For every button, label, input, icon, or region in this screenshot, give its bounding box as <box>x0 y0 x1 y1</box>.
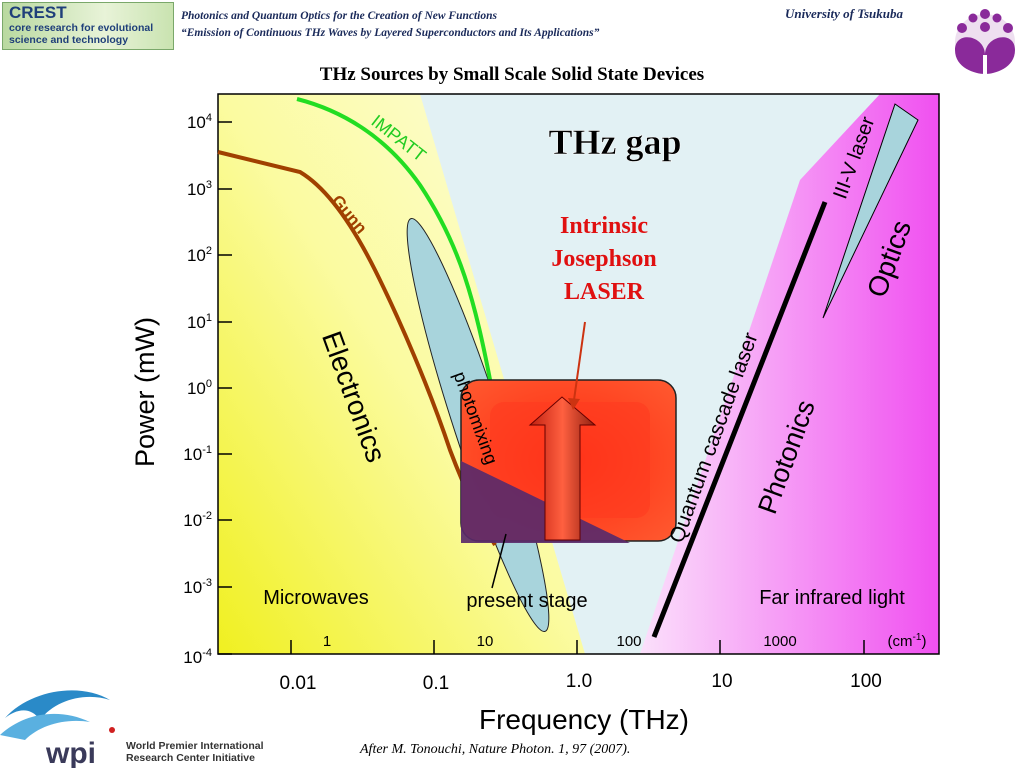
qcl-line <box>651 201 828 638</box>
crest-logo: CREST core research for evolutional scie… <box>2 2 174 50</box>
y-tick-label: 10-3 <box>183 577 212 597</box>
y-tick-label: 104 <box>187 112 212 132</box>
y-tick-labels: 104 103 102 101 100 10-1 10-2 10-3 10-4 <box>183 112 212 667</box>
x-axis-label: Frequency (THz) <box>479 704 689 735</box>
x-tick-label: 0.01 <box>280 673 317 694</box>
cm-tick-label: 1000 <box>763 633 796 650</box>
university-name: University of Tsukuba <box>785 6 903 21</box>
y-tick-label: 10-2 <box>183 510 212 530</box>
figure-caption: After M. Tonouchi, Nature Photon. 1, 97 … <box>360 742 631 757</box>
y-tick-label: 10-1 <box>183 444 212 464</box>
far-infrared-label: Far infrared light <box>759 587 905 609</box>
laser-pointer-head <box>568 398 580 410</box>
intrinsic-label-1: Intrinsic <box>560 213 648 239</box>
x-axis <box>290 640 865 654</box>
present-stage-pointer <box>491 533 507 589</box>
y-tick-label: 103 <box>187 179 212 199</box>
upward-arrow <box>528 396 597 541</box>
wpi-line2: Research Center Initiative <box>126 752 255 764</box>
iiiv-laser-wedge <box>822 103 919 319</box>
header-project-subtitle: “Emission of Continuous THz Waves by Lay… <box>181 27 600 39</box>
y-axis-label: Power (mW) <box>130 317 160 467</box>
y-axis <box>218 121 232 655</box>
intrinsic-label-2: Josephson <box>551 246 656 272</box>
cm-unit-label: (cm-1) <box>888 632 927 650</box>
y-tick-label: 102 <box>187 245 212 265</box>
crest-logo-line2: science and technology <box>9 34 129 46</box>
cm-tick-label: 10 <box>477 633 494 650</box>
present-stage-label: present stage <box>466 590 587 612</box>
x-tick-labels: 0.01 0.1 1.0 10 100 <box>280 671 882 694</box>
crest-logo-title: CREST <box>9 3 67 22</box>
microwaves-label: Microwaves <box>263 587 369 609</box>
tsukuba-crest-icon <box>955 9 1015 75</box>
x-tick-label: 100 <box>850 671 882 692</box>
plot-frame <box>217 93 940 655</box>
x-tick-label: 1.0 <box>566 671 592 692</box>
crest-logo-line1: core research for evolutional <box>9 22 154 34</box>
laser-pointer-line <box>573 321 586 401</box>
x-tick-label: 10 <box>711 671 732 692</box>
photonics-region <box>640 94 939 654</box>
wpi-logo-text: wpi <box>45 737 96 768</box>
header-project-title: Photonics and Quantum Optics for the Cre… <box>181 10 497 22</box>
cm-tick-label: 1 <box>323 633 331 650</box>
y-tick-label: 10-4 <box>183 647 212 667</box>
y-tick-label: 100 <box>187 378 212 398</box>
y-tick-label: 101 <box>187 312 212 332</box>
impatt-curve <box>296 97 494 391</box>
wpi-swirl-icon <box>0 690 115 740</box>
cm-tick-label: 100 <box>616 633 641 650</box>
wpi-line1: World Premier International <box>126 740 264 752</box>
intrinsic-label-3: LASER <box>564 279 645 305</box>
wavenumber-scale: 1 10 100 1000 (cm-1) <box>323 632 927 650</box>
thz-gap-label: THz gap <box>548 122 681 162</box>
page-title: THz Sources by Small Scale Solid State D… <box>319 64 705 85</box>
x-tick-label: 0.1 <box>423 673 449 694</box>
